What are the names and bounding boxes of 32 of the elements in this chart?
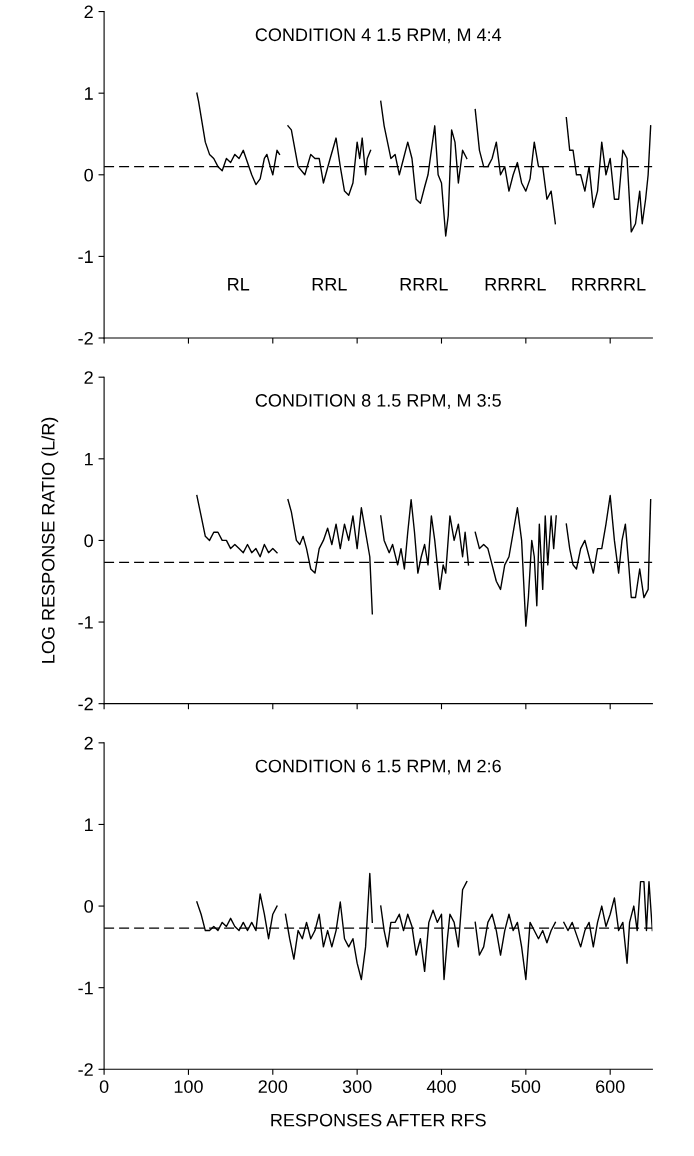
x-tick-label: 200 [258,1080,288,1093]
annotation: RRRL [400,278,448,291]
y-tick-label: 1 [85,818,93,831]
annotation: RRRRRL [572,278,646,291]
x-tick-label: 500 [511,1080,541,1093]
annotation: RRL [312,278,347,291]
x-tick-label: 100 [174,1080,203,1093]
y-tick-label: 0 [84,900,93,913]
y-tick-label: 0 [84,168,93,182]
y-tick-label: 1 [85,452,93,466]
y-tick-label: -1 [78,981,93,995]
y-tick-label: 2 [84,736,93,750]
x-axis-title: RESPONSES AFTER RFS [271,1113,486,1127]
x-tick-label: 0 [99,1080,109,1093]
text: CONDITION 8 1.5 RPM, M 3:5 [255,394,501,409]
x-tick-label: 300 [342,1080,372,1093]
y-tick-label: -1 [78,250,93,263]
y-tick-label: -1 [78,616,93,629]
annotation: RL [228,278,250,291]
x-tick-label: 600 [596,1080,625,1093]
y-tick-label: 0 [84,534,93,548]
y-tick-label: 2 [84,371,93,384]
y-tick-label: -2 [78,1063,93,1076]
y-tick-label: 1 [85,87,93,100]
annotation: RRRRL [485,278,546,291]
text: CONDITION 4 1.5 RPM, M 4:4 [255,28,502,44]
y-axis-title: LOG RESPONSE RATIO (L/R) [41,417,59,663]
y-tick-label: -2 [78,697,93,711]
text: CONDITION 6 1.5 RPM, M 2:6 [255,759,501,775]
x-tick-label: 400 [426,1080,456,1093]
y-tick-label: 2 [84,5,93,19]
y-tick-label: -2 [78,331,93,345]
